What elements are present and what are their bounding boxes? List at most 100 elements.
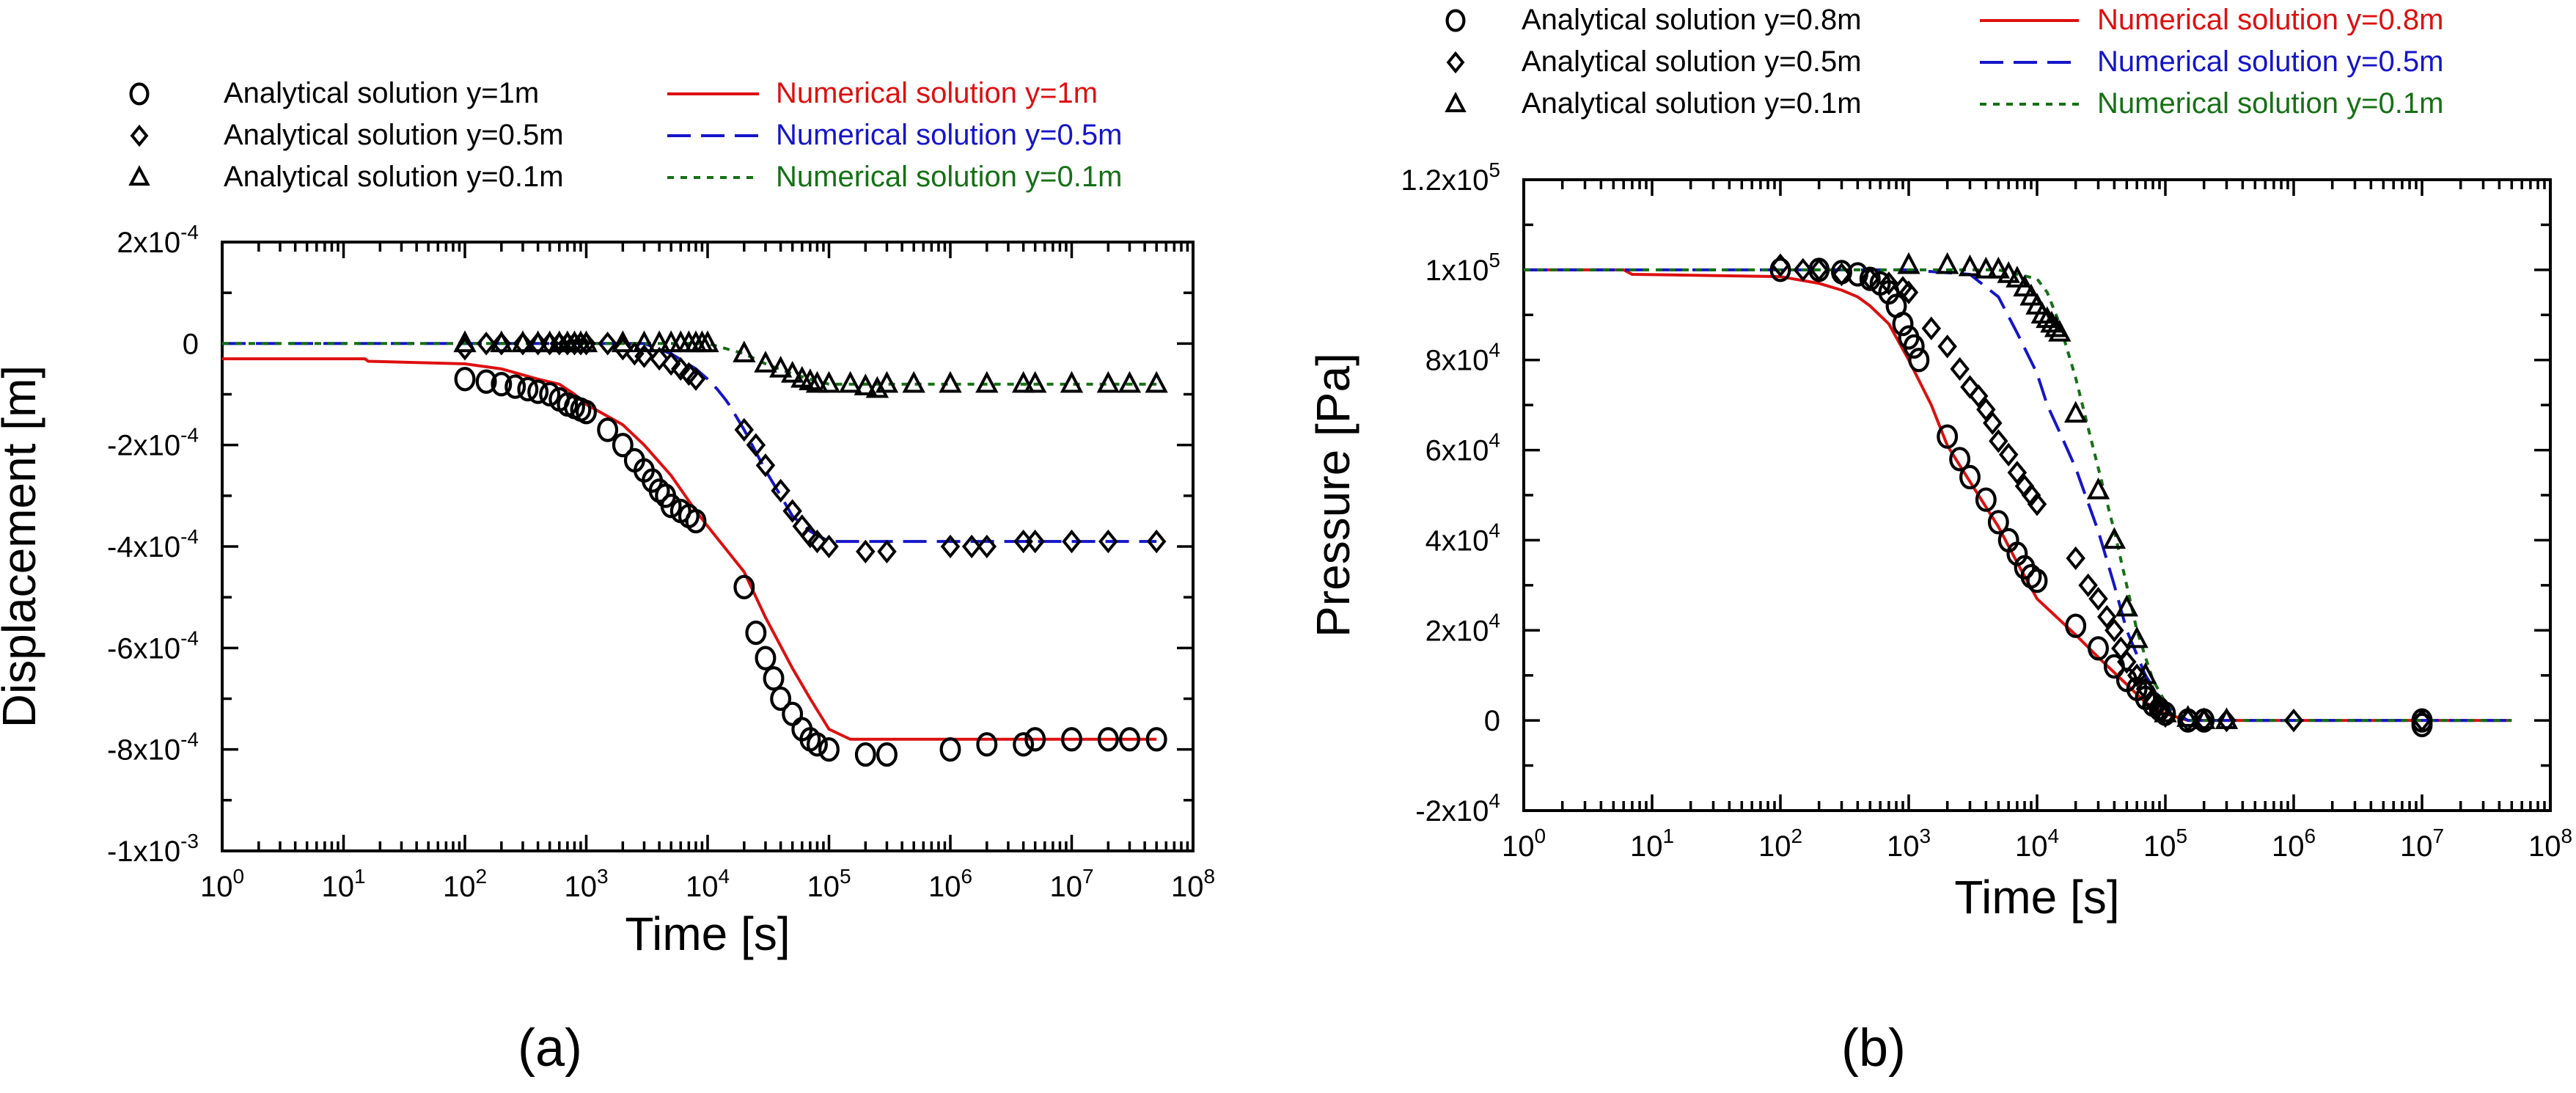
data-point-diamond <box>1809 257 1829 282</box>
data-point-triangle <box>838 370 862 393</box>
y-tick-label: -6x10-4 <box>107 626 199 665</box>
data-point-diamond <box>807 529 827 554</box>
data-point-triangle <box>1997 261 2020 283</box>
x-tick-label: 107 <box>2400 825 2444 863</box>
data-point-triangle <box>754 351 777 373</box>
data-point-triangle <box>2064 401 2088 423</box>
data-point-circle <box>1937 424 1959 449</box>
data-point-triangle <box>1145 370 1168 393</box>
y-tick-label: 1.2x105 <box>1401 158 1500 197</box>
data-point-diamond <box>1793 257 1813 282</box>
data-point-triangle <box>975 370 999 393</box>
x-tick-label: 102 <box>443 865 487 903</box>
data-point-triangle <box>2115 594 2138 617</box>
data-point-circle <box>2088 636 2109 661</box>
data-point-triangle <box>2176 705 2200 727</box>
y-tick-label: 4x104 <box>1425 519 1500 557</box>
data-point-circle <box>1959 464 1981 490</box>
data-point-diamond <box>746 433 766 457</box>
x-tick-label: 101 <box>1630 825 1674 863</box>
data-point-triangle <box>939 370 962 393</box>
data-point-triangle <box>511 330 535 353</box>
data-point-circle <box>1024 727 1046 752</box>
data-point-circle <box>597 417 619 442</box>
legend-label: Analytical solution y=0.8m <box>1522 4 1862 36</box>
data-point-circle <box>1949 447 1971 472</box>
data-point-triangle <box>2048 319 2072 342</box>
data-point-diamond <box>476 332 496 356</box>
y-tick-label: -2x104 <box>1415 789 1500 827</box>
series-line-numerical-solution-y-0-5m <box>1524 268 2512 723</box>
data-point-triangle <box>902 370 925 393</box>
y-axis-title: Displacement [m] <box>0 365 45 728</box>
data-point-circle <box>939 737 961 762</box>
data-point-circle <box>1987 510 2009 535</box>
x-tick-label: 108 <box>2528 825 2572 863</box>
data-point-circle <box>576 400 597 425</box>
data-point-diamond <box>877 539 897 564</box>
data-point-diamond <box>1879 271 1899 296</box>
data-point-triangle <box>647 330 671 353</box>
data-point-diamond <box>598 332 617 356</box>
data-point-diamond <box>2135 676 2156 701</box>
data-point-triangle <box>2040 310 2063 333</box>
data-point-triangle <box>453 330 477 353</box>
panel-b-pressure-chart: Analytical solution y=0.8m Analytical sol… <box>1307 4 2572 1078</box>
data-point-circle <box>1061 727 1082 752</box>
data-point-diamond <box>2412 708 2432 733</box>
legend-label: Numerical solution y=0.5m <box>776 119 1122 151</box>
data-point-diamond <box>977 534 997 559</box>
legend-marker-diamond <box>1446 51 1465 74</box>
legend-marker-triangle <box>128 165 150 186</box>
data-point-diamond <box>1146 529 1167 554</box>
series-line-numerical-solution-y-0-1m <box>1524 268 2512 723</box>
panel-b-plot-area <box>1524 252 2512 737</box>
x-tick-label: 106 <box>928 865 972 903</box>
y-tick-label: 0 <box>1484 705 1500 737</box>
data-point-circle <box>612 433 634 458</box>
data-point-diamond <box>755 453 776 478</box>
data-point-triangle <box>733 340 756 362</box>
legend-label: Numerical solution y=0.1m <box>2097 87 2443 120</box>
data-point-triangle <box>875 370 899 393</box>
data-point-diamond <box>2088 587 2108 611</box>
panel-a-legend: Analytical solution y=1m Analytical solut… <box>128 77 1122 193</box>
data-point-diamond <box>1098 529 1118 554</box>
x-tick-label: 104 <box>2015 825 2059 863</box>
data-point-diamond <box>649 346 669 371</box>
data-point-circle <box>454 367 476 392</box>
data-point-triangle <box>781 360 804 383</box>
data-point-diamond <box>856 539 876 564</box>
y-tick-label: 2x104 <box>1425 609 1500 647</box>
panel-a-series-layer <box>222 330 1168 767</box>
data-point-diamond <box>1998 442 2019 467</box>
data-point-diamond <box>2027 492 2047 516</box>
data-point-triangle <box>1936 252 1959 274</box>
data-point-circle <box>2026 569 2048 593</box>
data-point-triangle <box>632 330 656 353</box>
panel-b-caption: (b) <box>1841 1019 1906 1078</box>
data-point-diamond <box>1968 384 1989 409</box>
data-point-circle <box>1903 334 1925 359</box>
x-axis-title: Time [s] <box>1954 871 2119 924</box>
data-point-triangle <box>2125 626 2148 648</box>
panel-a-axes: 100 101 102 103 104 105 106 107 108 2x10-4 0 -2x10-… <box>0 221 1215 960</box>
data-point-circle <box>733 574 755 599</box>
data-point-triangle <box>696 330 719 353</box>
data-point-circle <box>807 732 828 757</box>
x-tick-label: 100 <box>200 865 244 903</box>
data-point-diamond <box>961 534 982 559</box>
data-point-circle <box>539 381 561 407</box>
data-point-circle <box>1769 257 1791 282</box>
panel-a-displacement-chart: Analytical solution y=1m Analytical solut… <box>0 77 1215 1078</box>
data-point-circle <box>491 372 513 397</box>
data-point-triangle <box>611 330 634 353</box>
data-point-diamond <box>782 499 802 523</box>
data-point-circle <box>745 620 767 646</box>
data-point-diamond <box>1976 398 1996 422</box>
data-point-circle <box>1975 487 1997 512</box>
data-point-diamond <box>1832 262 1852 287</box>
data-point-diamond <box>940 534 961 559</box>
panel-b-legend: Analytical solution y=0.8m Analytical sol… <box>1445 4 2443 120</box>
data-point-triangle <box>1011 370 1035 393</box>
